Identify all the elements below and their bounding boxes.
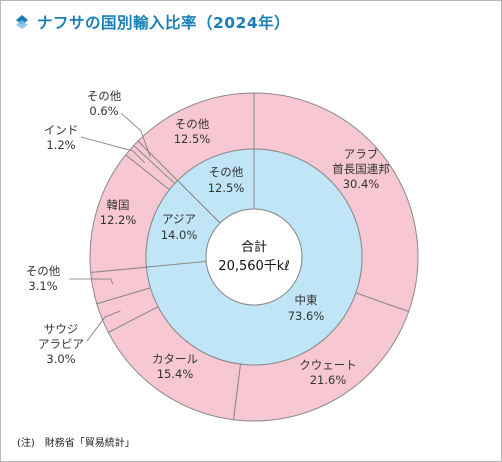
outer-name-1: クウェート [299, 358, 357, 372]
outer-name-0-1: 首長国連邦 [332, 162, 390, 176]
outer-value-6: 1.2% [46, 138, 75, 152]
inner-value-1: 14.0% [161, 228, 198, 242]
outer-value-8: 12.5% [174, 132, 211, 146]
outer-value-3: 3.0% [46, 352, 75, 366]
inner-value-2: 12.5% [208, 181, 245, 195]
outer-name-4: その他 [26, 264, 61, 278]
outer-value-5: 12.2% [100, 213, 137, 227]
inner-value-0: 73.6% [288, 309, 325, 323]
outer-value-7: 0.6% [89, 104, 118, 118]
outer-name-3-0: サウジ [44, 322, 79, 336]
outer-value-1: 21.6% [310, 373, 347, 387]
diamond-bullet-icon [16, 15, 28, 29]
chart-title: ナフサの国別輸入比率（2024年） [37, 14, 291, 32]
outer-value-0: 30.4% [343, 177, 380, 191]
inner-label-0: 中東 73.6% [288, 293, 325, 323]
outer-name-0-0: アラブ [344, 147, 379, 161]
outer-value-4: 3.1% [28, 279, 57, 293]
center-hole [205, 208, 303, 306]
title-row: ナフサの国別輸入比率（2024年） [15, 11, 290, 33]
outer-name-7: その他 [87, 89, 122, 103]
inner-name-1: アジア [162, 212, 196, 226]
outer-name-3-1: アラビア [38, 337, 84, 351]
leader-line-other-0-6 [120, 112, 151, 158]
source-note: (注) 財務省「貿易統計」 [17, 438, 135, 449]
outer-value-2: 15.4% [157, 367, 194, 381]
outer-name-5: 韓国 [107, 198, 130, 212]
leader-line-india [80, 136, 146, 164]
inner-label-2: その他 12.5% [208, 165, 245, 195]
outer-name-8: その他 [175, 117, 210, 131]
center-label-total: 20,560千kℓ [218, 259, 289, 274]
inner-name-2: その他 [209, 165, 244, 179]
inner-label-1: アジア 14.0% [161, 212, 198, 242]
outer-name-6: インド [44, 123, 79, 137]
inner-name-0: 中東 [295, 293, 318, 307]
leader-line-other-3-1 [69, 278, 114, 285]
leader-line-saudi [86, 310, 121, 342]
outer-name-2: カタール [152, 352, 198, 366]
center-label-title: 合計 [241, 239, 267, 255]
